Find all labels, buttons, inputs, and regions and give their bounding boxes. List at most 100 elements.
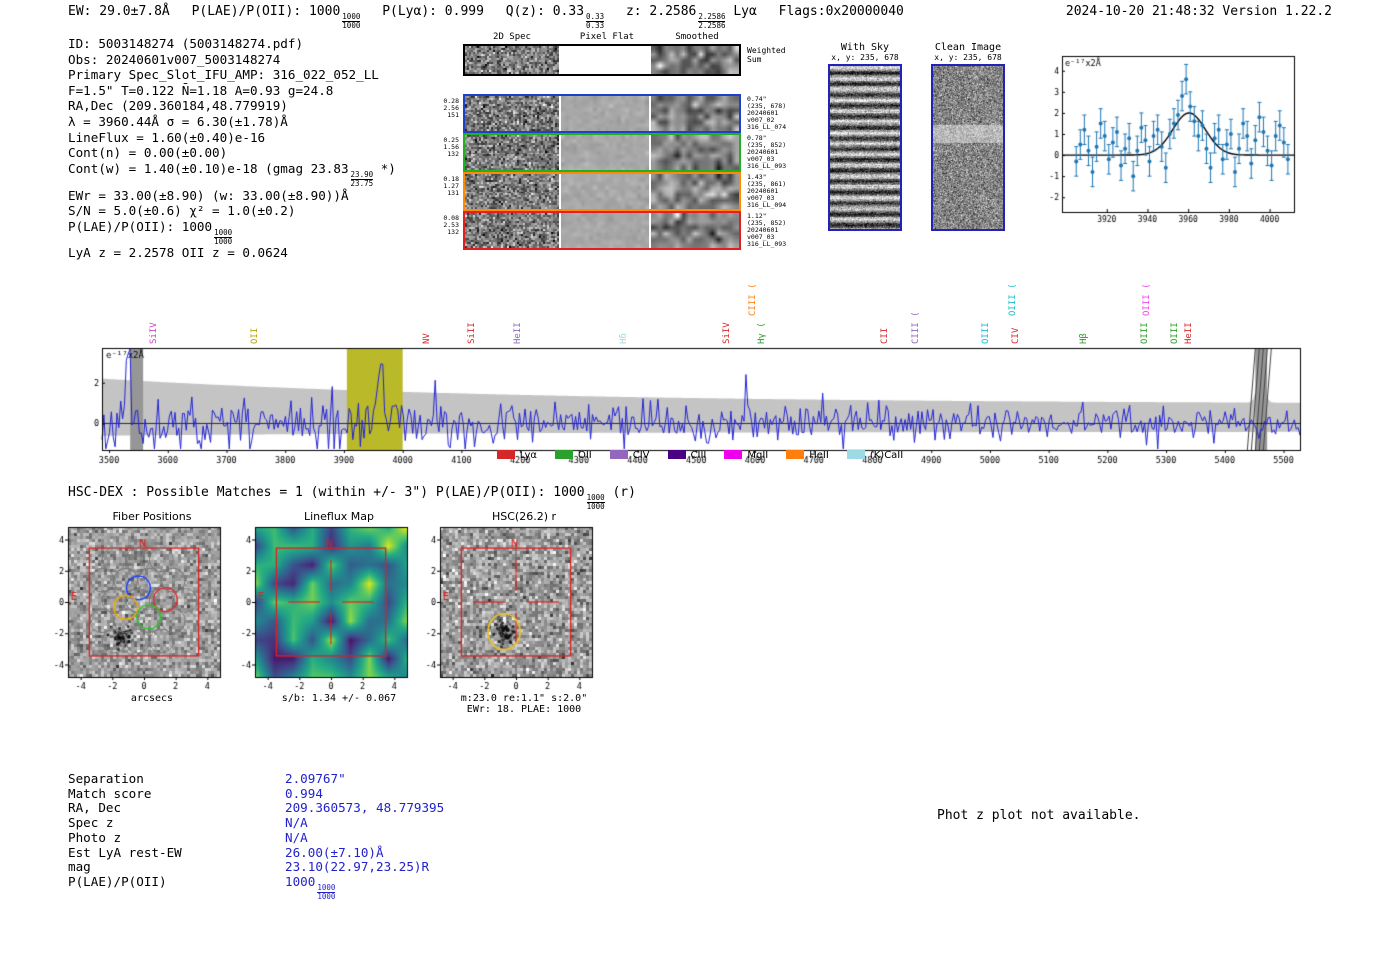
hscdex-match-line: HSC-DEX : Possible Matches = 1 (within +… [68,485,636,511]
emission-line-label: OII [250,327,261,344]
qz-fraction: 0.33 0.33 [586,12,605,30]
gmag-fraction: 23.90 23.75 [350,169,374,188]
info-plae-fraction: 1000 1000 [214,227,233,246]
hsc-cutout-title: HSC(26.2) r [491,510,557,523]
cutout-col-header: 2D Spec [493,32,531,42]
info-plae-poii: P(LAE)/P(OII): 1000 1000 1000 [68,218,233,246]
pixel-flat-image [561,46,649,74]
info-obs: Obs: 20240601v007_5003148274 [68,51,281,67]
emission-line-label: SiIV [149,322,160,344]
info-id: ID: 5003148274 (5003148274.pdf) [68,36,304,51]
legend-label: (K)CaII [869,450,904,461]
2d-spec-cutout-grid: 2D Spec Pixel Flat Smoothed Weighted Sum 0.28… [443,30,795,260]
cutout-row-meta: 0.78" (235, 852) 20240601 v007_03 316_LL_093 [747,134,787,170]
emission-line-label: CIII ( [911,311,922,344]
emission-line-label: OIII ( [1142,283,1153,316]
emission-line-label: HeII [513,322,524,344]
z-value: z: 2.2586 2.2586 2.2586 Lyα [625,4,757,30]
fiber-positions-panel: Fiber Positions arcsecs [46,510,244,704]
legend-swatch [786,450,805,459]
clean-image-coords: x, y: 235, 678 [934,53,1002,62]
smoothed-image [651,213,739,248]
info-ewr: EWr = 33.00(±8.90) (w: 33.00(±8.90))Å [68,187,349,203]
cutout-row [463,44,741,76]
hsc-cutout-image [418,525,594,693]
flags-value: Flags:0x20000040 [778,4,904,19]
pixel-flat-image [561,135,649,170]
match-row-photoz: Photo z N/A [68,829,308,845]
cutout-row-meta: 1.43" (235, 861) 20240601 v007_03 316_LL_094 [747,173,787,209]
lineflux-map [233,525,409,693]
2d-spec-image [465,174,559,209]
plae-fraction: 1000 1000 [342,12,361,30]
legend-swatch [724,450,743,459]
legend-item: Lyα [496,450,537,461]
plae-poii-value: P(LAE)/P(OII): 1000 1000 1000 [191,4,361,30]
cutout-row-stats: 0.18 1.27 131 [443,175,459,197]
ew-value: EW: 29.0±7.8Å [68,4,170,19]
legend-item: OII [554,450,592,461]
with-sky-image [828,64,902,231]
fiber-positions-title: Fiber Positions [112,510,192,523]
legend-swatch [667,450,686,459]
cutout-row [463,211,741,250]
hscdex-fraction: 1000 1000 [586,493,605,511]
z-fraction: 2.2586 2.2586 [698,12,726,30]
hsc-morphology-label: m:23.0 re:1.1" s:2.0" [460,693,588,704]
legend-swatch [496,450,515,459]
legend-label: CIV [632,450,650,461]
plya-value: P(Lyα): 0.999 [382,4,484,19]
cutout-col-header: Smoothed [675,32,719,42]
2d-spec-image [465,213,559,248]
cutout-row-stats: 0.25 1.56 132 [443,136,459,158]
emission-line-label: CIII ( [748,283,759,316]
qz-value: Q(z): 0.33 0.33 0.33 [505,4,605,30]
cutout-row-meta: 1.12" (235, 852) 20240601 v007_03 316_LL_093 [747,212,787,248]
pixel-flat-image [561,174,649,209]
cutout-row-stats: 0.08 2.53 132 [443,214,459,236]
lineflux-sb-label: s/b: 1.34 +/- 0.067 [281,693,397,704]
match-row-specz: Spec z N/A [68,815,308,831]
emission-line-label: SiII [467,322,478,344]
match-row-est-ew: Est LyA rest-EW 26.00(±7.10)Å [68,844,384,860]
spectrum-legend: Lyα OII CIV CIII MgII HeII (K)CaII [86,450,1314,461]
match-row-plae: P(LAE)/P(OII) 1000 1000 1000 [68,873,336,901]
emission-line-label: HeII [1184,322,1195,344]
lineflux-map-panel: Lineflux Map s/b: 1.34 +/- 0.067 [233,510,431,704]
legend-label: OII [577,450,592,461]
2d-spec-image [465,135,559,170]
info-cont-w: Cont(w) = 1.40(±0.10)e-18 (gmag 23.83 23.… [68,160,396,188]
info-lya-oii-z: LyA z = 2.2578 OII z = 0.0624 [68,245,288,261]
match-row-radec: RA, Dec 209.360573, 48.779395 [68,800,445,816]
info-sn-chi2: S/N = 5.0(±0.6) χ² = 1.0(±0.2) [68,203,296,219]
info-cont-n: Cont(n) = 0.00(±0.00) [68,145,228,161]
with-sky-coords: x, y: 235, 678 [831,53,899,62]
fiber-positions-xlabel: arcsecs [130,693,174,704]
full-spectrum-plot [86,346,1314,470]
smoothed-image [651,135,739,170]
pixel-flat-image [561,96,649,131]
info-lambda-sigma: λ = 3960.44Å σ = 6.30(±1.78)Å [68,113,288,129]
line-fit-inset-plot [1038,50,1300,228]
2d-spec-image [465,96,559,131]
phot-z-note: Phot z plot not available. [937,808,1141,823]
emission-line-label: CII [880,327,891,344]
legend-swatch [846,450,865,459]
clean-image [931,64,1005,231]
cutout-row-stats: 0.28 2.56 151 [443,97,459,119]
match-row-mag: mag 23.10(22.97,23.25)R [68,859,430,875]
cutout-row-meta: 0.74" (235, 678) 20240601 v007_02 316_LL_074 [747,95,787,131]
legend-item: CIV [609,450,650,461]
emission-line-label: OIII ( [1008,283,1019,316]
cutout-row [463,133,741,172]
emission-line-label: SiIV [721,322,732,344]
clean-image-panel: Clean Image x, y: 235, 678 [931,42,1005,231]
cutout-row-meta: Weighted Sum [747,46,786,64]
smoothed-image [651,96,739,131]
clean-image-title: Clean Image [934,42,1002,53]
timestamp-version: 2024-10-20 21:48:32 Version 1.22.2 [1065,4,1332,19]
full-spectrum-panel: SiIV OII NV SiII HeII Hδ SiIV CIII (Hγ (CII CIII… [86,268,1314,478]
emission-line-label: OIII [1169,322,1180,344]
legend-swatch [609,450,628,459]
